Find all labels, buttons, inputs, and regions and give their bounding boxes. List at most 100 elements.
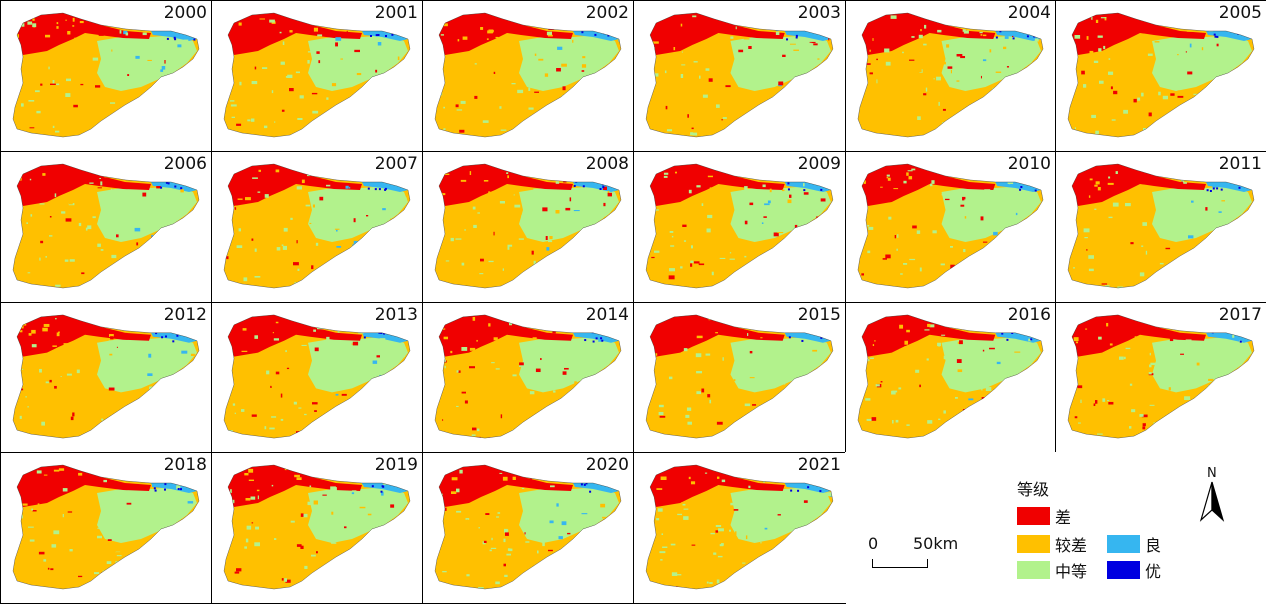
map-speckle <box>1251 359 1254 362</box>
map-speckle <box>495 538 499 541</box>
map-speckle <box>553 390 556 393</box>
map-speckle <box>496 70 502 73</box>
map-speckle <box>318 60 321 64</box>
map-speckle <box>617 376 620 379</box>
map-speckle <box>161 434 164 439</box>
region-outline <box>434 163 622 289</box>
map-speckle <box>248 563 252 566</box>
map-speckle <box>715 530 719 533</box>
map-speckle <box>352 571 358 576</box>
map-speckle <box>397 56 400 61</box>
year-label: 2005 <box>1218 3 1262 23</box>
map-speckle <box>1088 235 1092 240</box>
map-speckle-excellent <box>611 485 614 488</box>
map-speckle <box>289 88 294 92</box>
map-speckle <box>537 550 539 554</box>
map-speckle <box>466 574 470 577</box>
map-zone-medium <box>308 35 408 91</box>
map-speckle <box>744 403 751 407</box>
map-speckle <box>1243 328 1246 331</box>
map-speckle <box>489 352 493 354</box>
map-speckle <box>528 107 534 110</box>
map-speckle <box>465 282 468 287</box>
map-speckle <box>708 78 713 82</box>
region-outline <box>645 163 834 289</box>
map-speckle <box>236 568 242 572</box>
map-speckle <box>809 42 812 45</box>
map-panel: 2005 <box>1055 0 1266 152</box>
map-speckle <box>1252 215 1254 217</box>
map-speckle <box>451 589 455 592</box>
map-speckle <box>876 79 878 84</box>
map-speckle <box>455 238 462 240</box>
map-speckle <box>573 327 580 331</box>
map-speckle <box>485 505 489 509</box>
map-speckle <box>765 135 772 137</box>
map-speckle <box>1074 127 1076 130</box>
map-speckle <box>227 518 230 521</box>
map-speckle <box>462 36 468 40</box>
map-speckle <box>169 368 172 373</box>
map-speckle <box>134 227 141 232</box>
map-speckle <box>581 70 585 72</box>
map-speckle <box>160 290 162 294</box>
map-speckle <box>766 68 769 70</box>
map-speckle <box>928 286 931 288</box>
map-speckle <box>196 218 199 220</box>
legend-item-poor: 差 <box>1017 506 1071 527</box>
map-speckle <box>145 393 149 396</box>
map-speckle <box>814 527 821 530</box>
map-speckle <box>62 514 64 518</box>
map-speckle <box>142 475 146 480</box>
map-speckle <box>1005 207 1010 211</box>
map-speckle <box>1162 95 1168 100</box>
map-speckle <box>716 579 720 584</box>
map-speckle <box>716 166 723 169</box>
map-speckle <box>923 136 928 137</box>
map-speckle <box>362 480 367 485</box>
map-speckle <box>605 270 609 273</box>
map-speckle <box>290 559 294 562</box>
map-speckle <box>1026 439 1030 442</box>
map-speckle <box>461 116 464 119</box>
map-speckle <box>707 214 713 219</box>
map-speckle <box>377 133 379 135</box>
map-zone-medium <box>1152 336 1252 393</box>
map-speckle <box>495 368 500 370</box>
map-speckle <box>785 344 788 348</box>
map-speckle <box>372 360 378 364</box>
map-speckle <box>104 584 107 588</box>
map-speckle <box>683 348 688 352</box>
map-image <box>434 464 622 592</box>
map-speckle <box>319 591 323 593</box>
map-speckle <box>520 365 525 367</box>
map-speckle <box>128 407 131 410</box>
map-speckle <box>267 498 271 500</box>
map-speckle <box>614 235 617 238</box>
map-speckle <box>866 418 872 421</box>
map-speckle <box>500 129 507 131</box>
map-speckle <box>706 228 711 233</box>
map-speckle <box>1095 130 1099 134</box>
year-label: 2020 <box>585 455 629 475</box>
map-speckle <box>540 358 542 361</box>
map-speckle <box>691 544 696 546</box>
map-speckle <box>381 491 384 496</box>
map-speckle <box>936 229 941 232</box>
map-speckle <box>592 281 597 285</box>
map-speckle <box>1004 36 1009 39</box>
map-speckle <box>1170 200 1175 205</box>
map-speckle <box>752 404 757 406</box>
map-speckle <box>897 234 899 238</box>
map-speckle <box>456 370 459 373</box>
map-zone-poor <box>439 465 573 507</box>
map-speckle <box>1084 69 1089 73</box>
map-speckle <box>895 419 899 423</box>
map-speckle <box>1158 91 1161 96</box>
map-speckle <box>499 106 502 109</box>
map-speckle <box>189 22 193 26</box>
map-speckle <box>161 66 166 70</box>
map-speckle <box>862 436 866 438</box>
map-speckle <box>281 244 284 246</box>
map-speckle <box>87 381 91 385</box>
